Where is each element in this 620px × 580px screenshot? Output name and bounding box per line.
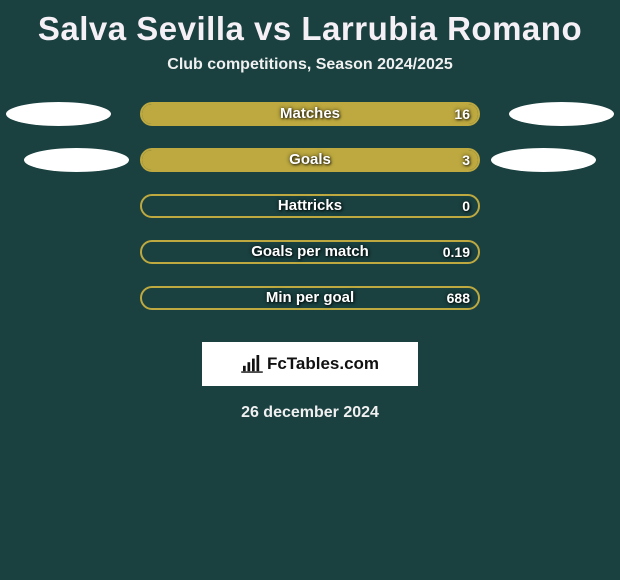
stat-row: Matches16	[0, 102, 620, 148]
player-left-marker	[6, 102, 111, 126]
stat-row: Goals per match0.19	[0, 240, 620, 286]
player-right-marker	[491, 148, 596, 172]
stat-bar-fill-right	[142, 104, 478, 124]
stat-bar-track	[140, 240, 480, 264]
bar-chart-icon	[241, 355, 263, 373]
player-right-marker	[509, 102, 614, 126]
stats-area: Matches16Goals3Hattricks0Goals per match…	[0, 102, 620, 332]
player-left-marker	[24, 148, 129, 172]
stat-bar-track	[140, 102, 480, 126]
date-line: 26 december 2024	[0, 386, 620, 422]
stat-row: Min per goal688	[0, 286, 620, 332]
stat-bar-fill-right	[142, 150, 478, 170]
page-title: Salva Sevilla vs Larrubia Romano	[0, 6, 620, 56]
logo-text: FcTables.com	[267, 354, 379, 374]
stat-row: Goals3	[0, 148, 620, 194]
subtitle: Club competitions, Season 2024/2025	[0, 56, 620, 102]
comparison-card: Salva Sevilla vs Larrubia Romano Club co…	[0, 0, 620, 422]
stat-bar-track	[140, 148, 480, 172]
stat-row: Hattricks0	[0, 194, 620, 240]
source-logo: FcTables.com	[202, 342, 418, 386]
stat-bar-track	[140, 194, 480, 218]
stat-bar-track	[140, 286, 480, 310]
